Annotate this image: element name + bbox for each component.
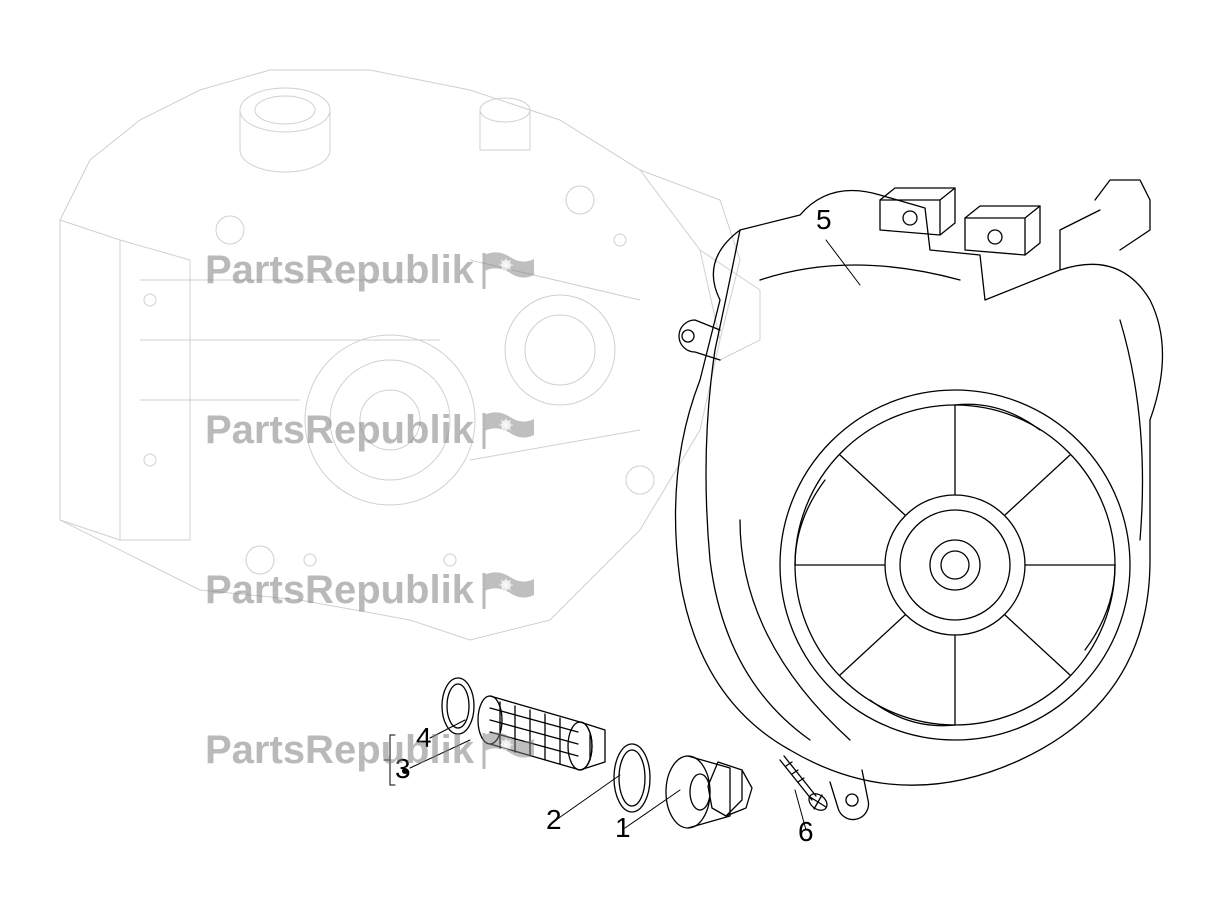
part-drain-plug [666, 756, 752, 828]
technical-drawing [0, 0, 1205, 904]
callout-4: 4 [416, 722, 432, 754]
part-o-ring [614, 744, 650, 812]
callout-2: 2 [546, 804, 562, 836]
main-parts [384, 180, 1163, 830]
callout-1: 1 [615, 812, 631, 844]
callout-lines [384, 240, 860, 830]
diagram-canvas: 1 2 3 4 5 6 PartsRepublik PartsRepublik [0, 0, 1205, 904]
callout-5: 5 [816, 204, 832, 236]
callout-6: 6 [798, 816, 814, 848]
part-screw [780, 756, 830, 814]
callout-3: 3 [395, 753, 411, 785]
ghost-engine-block [60, 70, 760, 640]
part-oil-filter [442, 678, 605, 770]
part-fan-cover [676, 180, 1163, 820]
